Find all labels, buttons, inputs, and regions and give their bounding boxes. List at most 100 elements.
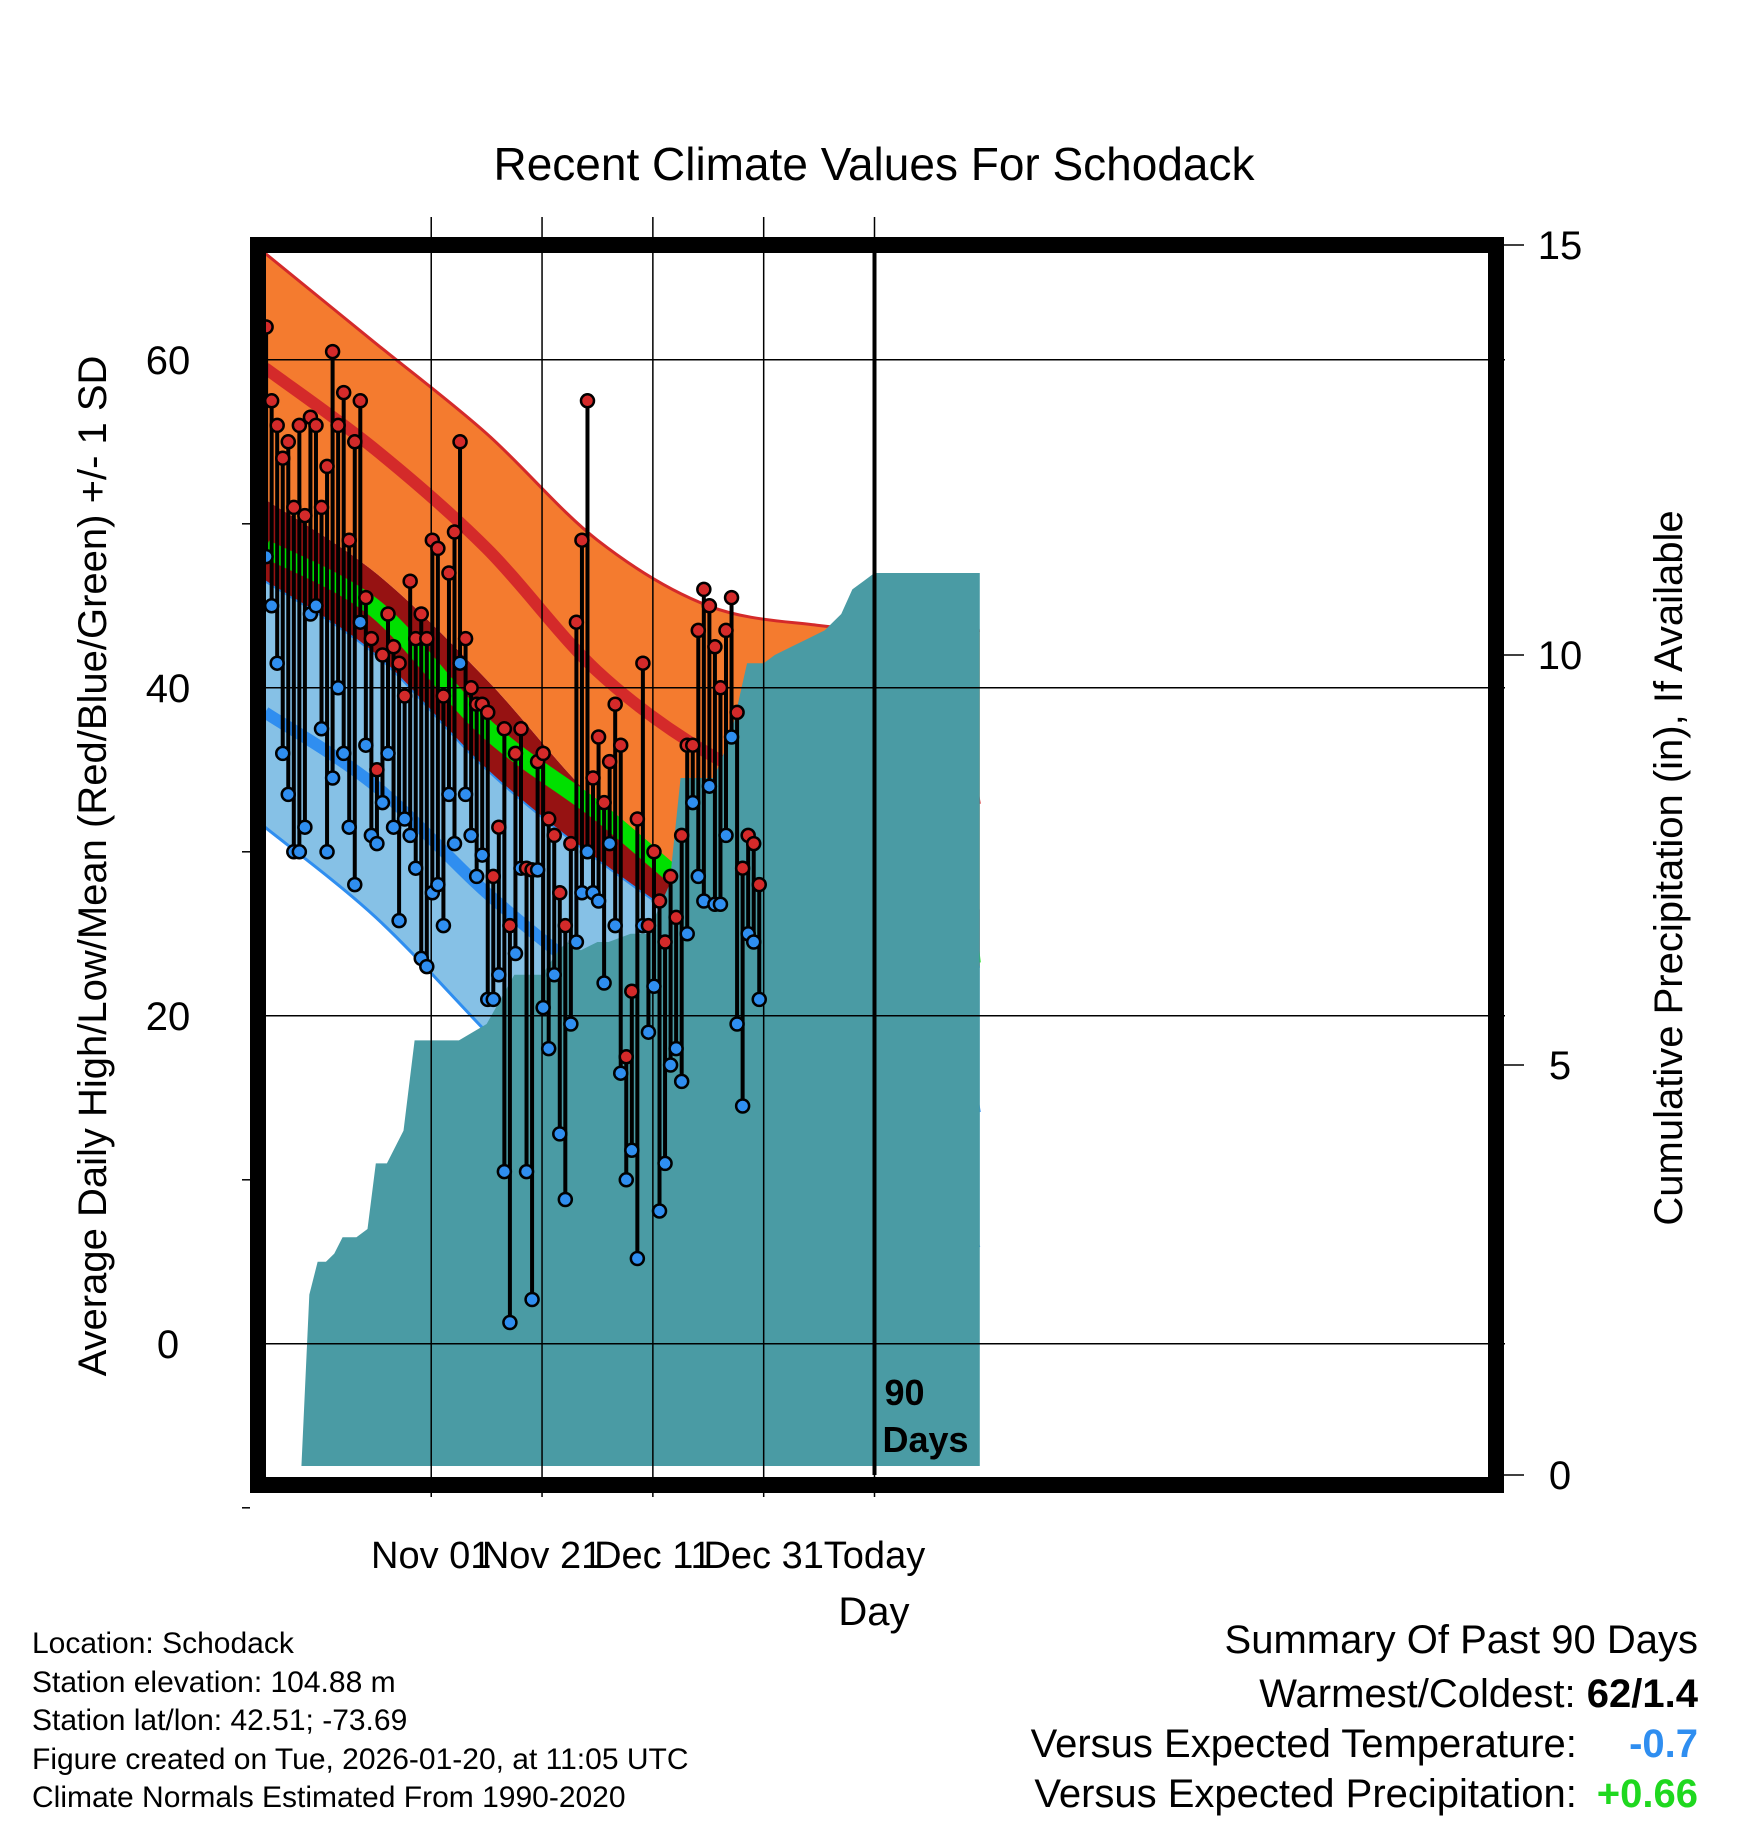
daily-high-point <box>419 630 435 647</box>
warmest-coldest-value: 62/1.4 <box>1586 1672 1698 1716</box>
daily-high-point <box>291 417 308 434</box>
daily-high-point <box>657 934 673 950</box>
daily-low-point <box>441 786 457 803</box>
cumulative-precip-area <box>301 573 980 1466</box>
daily-low-point <box>369 835 385 852</box>
daily-low-point <box>435 917 452 934</box>
daily-high-point <box>286 499 302 516</box>
summary-row-temperature: Versus Expected Temperature: -0.7 <box>1031 1719 1698 1769</box>
y2-tick-label: 0 <box>1549 1454 1571 1498</box>
daily-high-point <box>585 770 601 786</box>
y2-tick-label: 15 <box>1538 224 1583 268</box>
daily-low-point <box>668 1040 684 1057</box>
daily-high-point <box>629 811 646 827</box>
x-axis-label: Day <box>838 1590 909 1634</box>
daily-high-point <box>540 811 557 827</box>
summary-row-precipitation: Versus Expected Precipitation: +0.66 <box>1031 1769 1698 1819</box>
daily-low-point <box>690 868 707 885</box>
today-days-number: 90 <box>885 1372 925 1413</box>
daily-low-point <box>308 598 324 614</box>
daily-high-point <box>635 655 651 671</box>
daily-low-point <box>352 614 369 630</box>
daily-high-point <box>718 622 734 639</box>
daily-high-point <box>274 450 291 466</box>
daily-low-point <box>540 1040 557 1057</box>
daily-low-point <box>446 835 463 852</box>
normals-text: Climate Normals Estimated From 1990-2020 <box>32 1781 626 1814</box>
daily-high-point <box>396 688 413 704</box>
daily-high-point <box>673 827 690 844</box>
summary-title: Summary Of Past 90 Days <box>1224 1618 1698 1662</box>
daily-high-point <box>297 507 313 524</box>
daily-high-point <box>624 983 640 999</box>
daily-high-point <box>347 434 363 450</box>
daily-high-point <box>712 680 729 696</box>
daily-low-point <box>507 945 524 962</box>
daily-low-point <box>673 1073 690 1090</box>
daily-high-point <box>269 417 285 434</box>
daily-low-point <box>319 844 335 860</box>
daily-high-point <box>734 860 751 876</box>
daily-low-point <box>751 991 767 1008</box>
x-tick-label: Nov 21 <box>482 1535 602 1577</box>
daily-low-point <box>280 786 297 803</box>
daily-high-point <box>324 343 341 360</box>
daily-high-point <box>452 434 468 450</box>
x-tick-label: Dec 31 <box>703 1535 823 1577</box>
daily-high-point <box>696 581 712 598</box>
daily-low-point <box>524 1291 540 1308</box>
daily-high-point <box>502 917 518 934</box>
daily-high-point <box>596 794 612 811</box>
daily-high-point <box>729 704 745 721</box>
precipitation-label: Versus Expected Precipitation: <box>1034 1772 1577 1816</box>
daily-high-point <box>341 532 357 548</box>
daily-low-point <box>474 847 490 863</box>
daily-high-point <box>690 622 707 639</box>
created-text: Figure created on Tue, 2026-01-20, at 11… <box>32 1742 689 1776</box>
daily-low-point <box>485 991 502 1008</box>
daily-high-point <box>430 540 446 557</box>
daily-low-point <box>552 1126 568 1142</box>
daily-high-point <box>369 762 385 778</box>
daily-high-point <box>374 647 391 663</box>
daily-high-point <box>618 1049 635 1065</box>
daily-high-point <box>263 393 280 409</box>
plot-frame <box>250 237 1504 1493</box>
today-days-word: Days <box>883 1419 969 1460</box>
daily-high-point <box>646 844 662 860</box>
daily-high-point <box>446 524 463 540</box>
daily-low-point <box>491 967 507 983</box>
location-text: Location: Schodack <box>32 1627 294 1660</box>
x-tick-label: Nov 01 <box>371 1535 491 1577</box>
daily-high-point <box>579 393 596 409</box>
warmest-coldest-label: Warmest/Coldest: <box>1259 1672 1576 1716</box>
summary-panel: Summary Of Past 90 Days Warmest/Coldest:… <box>1031 1618 1698 1819</box>
daily-high-point <box>513 721 529 737</box>
daily-low-point <box>468 868 485 885</box>
daily-low-point <box>518 1163 535 1180</box>
daily-high-point <box>552 885 568 901</box>
y-axis-label: Average Daily High/Low/Mean (Red/Blue/Gr… <box>71 356 115 1377</box>
y2-axis-label: Cumulative Precipitation (in), If Availa… <box>1647 510 1691 1225</box>
daily-high-point <box>335 384 352 401</box>
daily-high-point <box>413 606 430 622</box>
daily-high-point <box>668 909 684 926</box>
daily-low-point <box>457 786 474 803</box>
daily-low-point <box>568 934 585 950</box>
daily-low-point <box>385 819 402 835</box>
daily-low-point <box>640 1024 657 1040</box>
y-tick-label: 0 <box>157 1323 179 1367</box>
temperature-label: Versus Expected Temperature: <box>1030 1722 1577 1766</box>
daily-low-point <box>358 737 374 753</box>
daily-low-point <box>712 896 729 913</box>
daily-low-point <box>324 770 341 786</box>
daily-low-point <box>402 827 418 844</box>
daily-high-point <box>402 573 418 589</box>
elevation-text: Station elevation: 104.88 m <box>32 1665 396 1699</box>
daily-high-point <box>557 917 574 934</box>
latlon-text: Station lat/lon: 42.51; -73.69 <box>32 1704 408 1737</box>
daily-low-point <box>391 912 407 929</box>
daily-low-point <box>646 978 662 995</box>
daily-high-point <box>563 835 579 852</box>
